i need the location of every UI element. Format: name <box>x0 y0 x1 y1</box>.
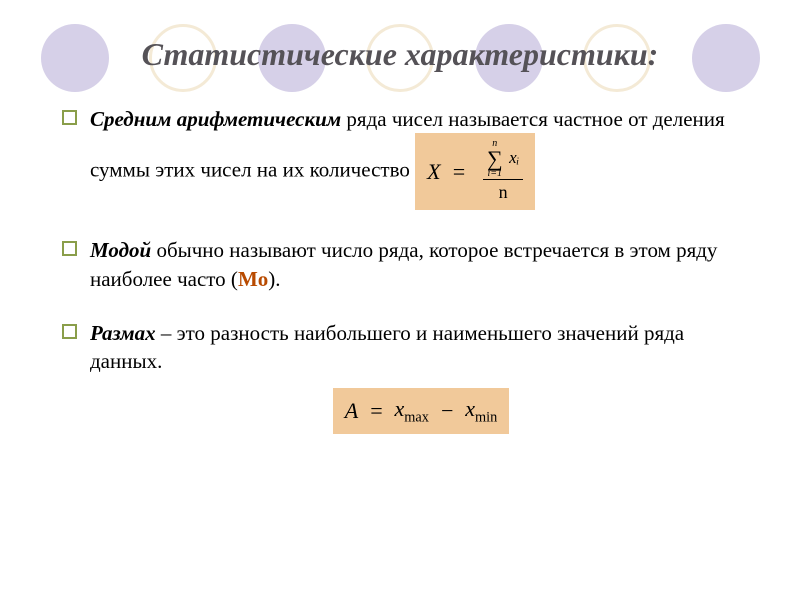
bullet-icon <box>62 241 77 256</box>
x-max: xmax <box>395 394 429 428</box>
sum-lower: i=1 <box>487 169 503 179</box>
equals-sign: = <box>363 396 389 426</box>
var-x: x <box>395 396 405 421</box>
definition-mean: Средним арифметическим ряда чисел называ… <box>68 105 752 210</box>
slide-title: Статистические характеристики: <box>0 0 800 81</box>
var-x: x <box>465 396 475 421</box>
text-range: – это разность наибольшего и наименьшего… <box>90 321 684 373</box>
formula-mean: X = n ∑ i=1 xᵢ n <box>415 133 535 210</box>
mo-label: Mo <box>238 267 268 291</box>
minus: − <box>440 398 455 423</box>
bullet-icon <box>62 324 77 339</box>
definition-range: Размах – это разность наибольшего и наим… <box>68 319 752 433</box>
slide: Статистические характеристики: Средним а… <box>0 0 800 600</box>
sub-max: max <box>404 409 429 425</box>
fraction: n ∑ i=1 xᵢ n <box>483 139 523 204</box>
numerator: n ∑ i=1 xᵢ <box>483 139 523 180</box>
term-mean: Средним арифметическим <box>90 107 341 131</box>
sigma-icon: ∑ <box>487 149 503 169</box>
summation: n ∑ i=1 <box>487 139 503 179</box>
denominator: n <box>483 180 523 204</box>
formula-lhs: X <box>427 157 440 187</box>
formula-range: A = xmax − xmin <box>333 388 510 434</box>
minus-sign: − <box>434 396 460 426</box>
sub-min: min <box>475 409 497 425</box>
term-range: Размах <box>90 321 156 345</box>
definition-mode: Модой обычно называют число ряда, которо… <box>68 236 752 293</box>
term-mode: Модой <box>90 238 151 262</box>
sum-arg: xᵢ <box>509 148 519 167</box>
equals-sign: = <box>446 157 472 187</box>
bullet-icon <box>62 110 77 125</box>
slide-body: Средним арифметическим ряда чисел называ… <box>68 105 752 434</box>
text-mode: обычно называют число ряда, которое встр… <box>90 238 717 290</box>
x-min: xmin <box>465 394 497 428</box>
text-mode-tail: ). <box>268 267 280 291</box>
formula-range-lhs: A <box>345 396 358 426</box>
